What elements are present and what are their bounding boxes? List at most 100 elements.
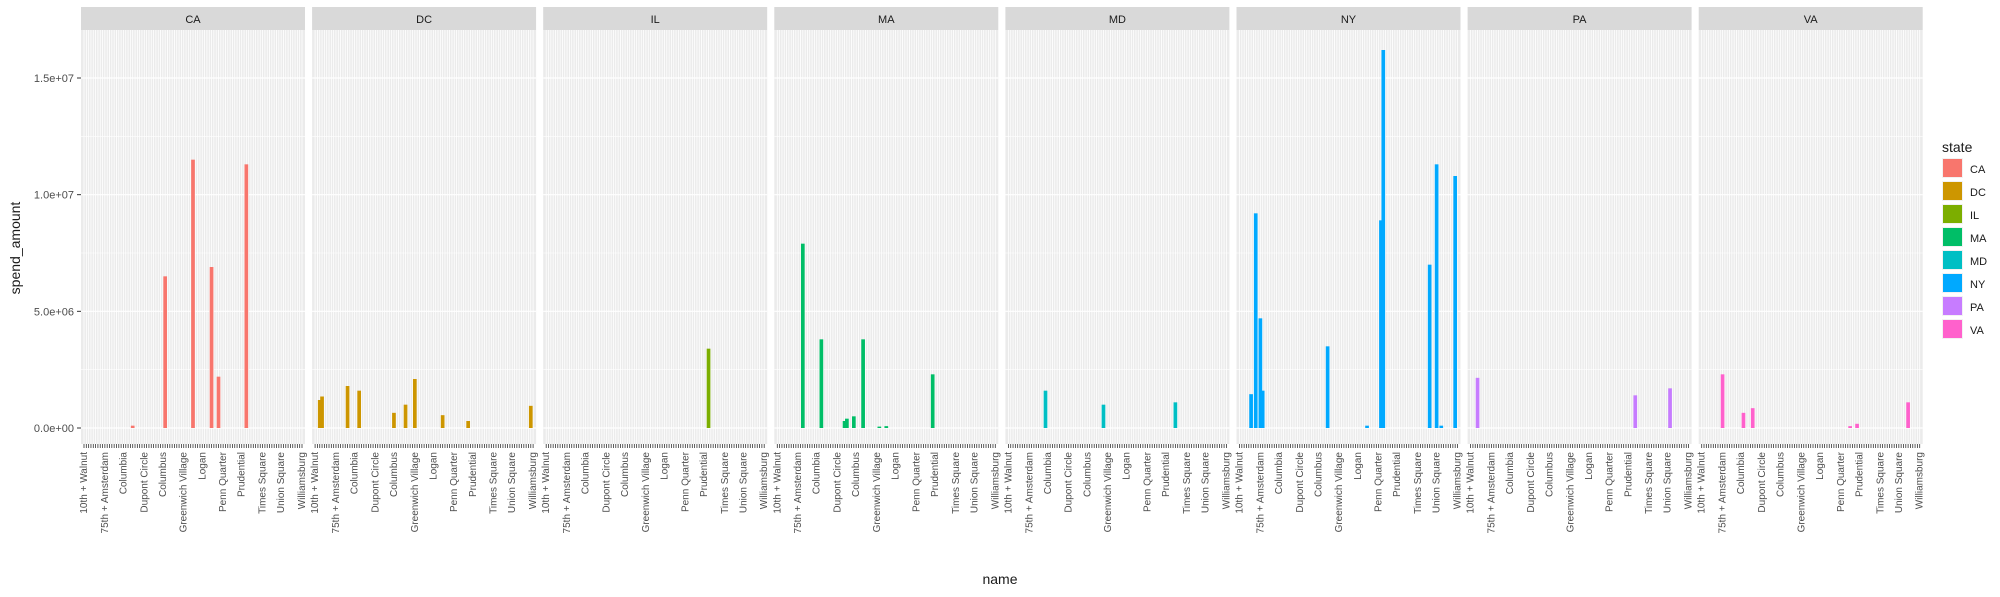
x-tick-label: Dupont Circle — [601, 452, 612, 513]
bar — [851, 416, 856, 428]
x-tick-label: Columbia — [1043, 452, 1054, 495]
x-tick-label: Columbus — [620, 452, 631, 497]
x-tick-label: Columbus — [1313, 452, 1324, 497]
x-tick-label: Penn Quarter — [1605, 451, 1616, 512]
x-tick-label: Penn Quarter — [218, 451, 229, 512]
x-tick-label: 75th + Amsterdam — [1024, 452, 1035, 533]
bar — [1101, 404, 1106, 428]
bar — [861, 339, 865, 428]
facet-strip-label: CA — [185, 14, 201, 26]
x-tick-label: Williamsburg — [297, 452, 308, 509]
legend-swatch — [1943, 251, 1962, 269]
facet-strip — [774, 7, 999, 30]
x-tick-label: Greenwich Village — [1103, 452, 1114, 533]
x-tick-label: Greenwich Village — [641, 452, 652, 533]
legend-swatch — [1943, 182, 1962, 200]
y-axis-title-group: spend_amount — [7, 202, 23, 295]
y-tick-label: 1.5e+07 — [34, 73, 74, 85]
legend-label: NY — [1970, 279, 1986, 291]
bar — [528, 405, 533, 428]
legend-label: DC — [1970, 187, 1986, 199]
bar — [1848, 426, 1852, 428]
x-tick-label: Columbia — [581, 452, 592, 495]
x-tick-label: Williamsburg — [759, 452, 770, 509]
legend-item-dc: DC — [1942, 181, 1986, 201]
bar — [466, 421, 471, 428]
x-tick-label: Dupont Circle — [833, 452, 844, 513]
bar — [440, 415, 445, 428]
bar — [1750, 408, 1755, 428]
legend-label: MA — [1970, 233, 1987, 245]
legend-item-ca: CA — [1942, 158, 1986, 178]
x-tick-label: Union Square — [969, 452, 980, 514]
bar — [930, 374, 935, 428]
x-tick-label: Times Square — [1182, 452, 1193, 514]
facet-panel-dc: DC 10th + Walnut 75th + Amsterdam Columbia D… — [310, 7, 539, 533]
x-tick-label: Penn Quarter — [1836, 451, 1847, 512]
facet-strip — [1236, 7, 1461, 30]
x-tick-label: Logan — [197, 452, 208, 480]
legend-item-ny: NY — [1942, 273, 1986, 293]
x-tick-label: Logan — [1353, 452, 1364, 480]
x-tick-label: Columbus — [851, 452, 862, 497]
x-tick-label: Williamsburg — [1684, 452, 1695, 509]
facet-strip — [312, 7, 537, 30]
bar — [1365, 425, 1369, 428]
x-tick-label: Columbus — [1544, 452, 1555, 497]
bar — [1427, 264, 1432, 428]
x-tick-label: Logan — [891, 452, 902, 480]
x-tick-label: Union Square — [1201, 452, 1212, 514]
x-tick-label: Greenwich Village — [410, 452, 421, 533]
x-tick-label: Greenwich Village — [1565, 452, 1576, 533]
legend-swatch — [1943, 274, 1962, 292]
bar — [244, 164, 249, 429]
x-tick-label: Union Square — [1894, 452, 1905, 514]
legend-item-ma: MA — [1942, 227, 1987, 247]
x-tick-label: 10th + Walnut — [541, 452, 552, 514]
x-tick-label: Columbia — [1505, 452, 1516, 495]
facet-strip — [543, 7, 768, 30]
facet-strip — [1698, 7, 1923, 30]
x-tick-label: Dupont Circle — [1757, 452, 1768, 513]
legend-swatch — [1943, 205, 1962, 223]
x-tick-label: Times Square — [720, 452, 731, 514]
x-tick-label: Union Square — [1663, 452, 1674, 514]
legend-swatch — [1943, 297, 1962, 315]
x-tick-label: 75th + Amsterdam — [562, 452, 573, 533]
x-tick-label: Penn Quarter — [680, 451, 691, 512]
x-tick-label: Columbus — [389, 452, 400, 497]
bar — [1855, 423, 1859, 428]
bar — [1381, 50, 1386, 428]
bar — [1260, 390, 1265, 428]
x-tick-label: Times Square — [258, 452, 269, 514]
x-tick-label: Columbia — [1736, 452, 1747, 495]
bar — [130, 425, 135, 428]
x-tick-label: Williamsburg — [990, 452, 1001, 509]
x-tick-label: Columbus — [1776, 452, 1787, 497]
x-tick-label: Logan — [428, 452, 439, 480]
bar — [412, 379, 417, 428]
facet-strip-label: VA — [1804, 14, 1819, 26]
legend-item-pa: PA — [1942, 296, 1985, 316]
bar — [884, 426, 889, 428]
bar — [800, 243, 805, 428]
x-tick-label: Greenwich Village — [1334, 452, 1345, 533]
y-tick-label: 1.0e+07 — [34, 190, 74, 202]
facet-strip-label: DC — [416, 14, 432, 26]
x-tick-label: 10th + Walnut — [1697, 452, 1708, 514]
x-tick-label: Prudential — [1623, 452, 1634, 497]
x-tick-label: Prudential — [1854, 452, 1865, 497]
x-tick-label: Columbia — [812, 452, 823, 495]
x-tick-label: Williamsburg — [528, 452, 539, 509]
bar — [842, 421, 847, 428]
facet-strip — [81, 7, 305, 30]
x-tick-label: 10th + Walnut — [1235, 452, 1246, 514]
x-tick-label: Penn Quarter — [1143, 451, 1154, 512]
x-tick-label: Dupont Circle — [139, 452, 150, 513]
bar — [706, 348, 711, 428]
x-tick-label: Times Square — [951, 452, 962, 514]
x-tick-label: Penn Quarter — [1374, 451, 1385, 512]
bar — [1379, 220, 1383, 428]
legend-item-il: IL — [1942, 204, 1979, 224]
bar — [392, 412, 396, 428]
